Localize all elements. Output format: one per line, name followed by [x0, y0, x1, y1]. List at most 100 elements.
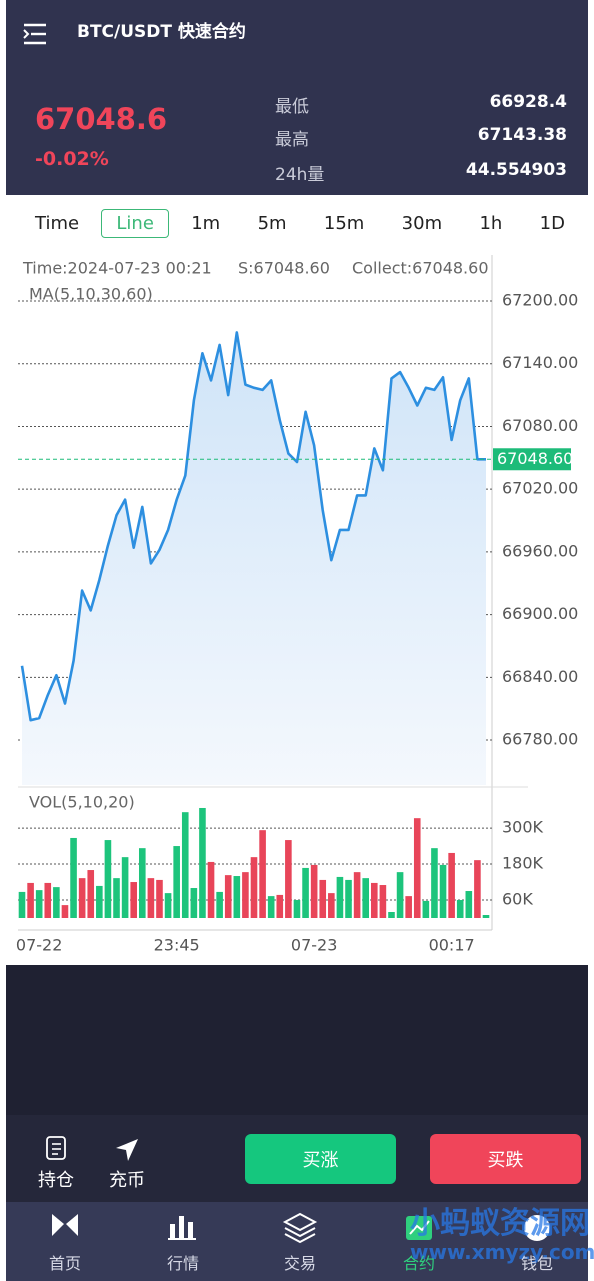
volume-bar	[53, 887, 60, 918]
menu-icon[interactable]	[22, 22, 48, 46]
volume-bar	[130, 882, 138, 918]
volume-bar	[319, 879, 327, 918]
volume-bar	[379, 885, 387, 918]
volume-bar	[465, 891, 473, 918]
stat-value: 67143.38	[477, 125, 567, 145]
volume-bar	[474, 860, 481, 918]
volume-bar	[482, 915, 490, 918]
volume-bar	[353, 872, 361, 918]
indicator-label: MA(5,10,30,60)	[29, 285, 153, 304]
spacer-panel	[6, 965, 588, 1115]
volume-bar	[362, 878, 370, 918]
volume-bar	[328, 893, 335, 918]
volume-bar	[456, 900, 464, 918]
volume-bar	[448, 852, 455, 918]
volume-bar	[233, 876, 241, 918]
volume-bar	[147, 878, 155, 918]
volume-bar	[259, 830, 266, 918]
y-tick-label: 66900.00	[502, 604, 578, 623]
y-tick-label: 67020.00	[502, 479, 578, 498]
price-change: -0.02%	[35, 148, 109, 170]
volume-bar	[370, 882, 378, 918]
deposit-icon[interactable]	[114, 1137, 140, 1163]
stat-label: 24h量	[275, 165, 325, 185]
y-tick-label: 67140.00	[502, 353, 578, 372]
x-tick-label: 07-22	[16, 936, 63, 955]
volume-bar	[70, 837, 77, 918]
interval-tab[interactable]: 1h	[479, 212, 503, 234]
volume-bar	[293, 900, 301, 918]
volume-bar	[121, 857, 129, 918]
last-price-box	[493, 448, 571, 471]
x-tick-label: 00:17	[429, 936, 475, 955]
volume-bar	[104, 840, 112, 918]
nav-item[interactable]: 首页	[48, 1254, 81, 1273]
watermark-url: www.xmyzy.com	[410, 1240, 594, 1264]
y-tick-label: 66780.00	[502, 730, 578, 749]
y-tick-label: 66840.00	[502, 667, 578, 686]
interval-tab[interactable]: 15m	[323, 212, 365, 234]
price-line	[20, 331, 486, 722]
volume-bar	[405, 896, 412, 918]
chart-info: Collect:67048.60	[352, 259, 489, 278]
price-area	[22, 332, 486, 785]
volume-bar	[173, 846, 180, 918]
volume-bar	[44, 882, 52, 918]
interval-tab[interactable]: 1D	[539, 212, 565, 234]
interval-tab[interactable]: 30m	[401, 212, 443, 234]
volume-bar	[190, 888, 198, 918]
volume-bar	[35, 890, 43, 918]
watermark-title: 小蚂蚁资源网	[410, 1206, 590, 1241]
volume-bar	[345, 879, 352, 918]
volume-bar	[27, 882, 34, 918]
x-tick-label: 07-23	[291, 936, 338, 955]
volume-bar	[61, 905, 69, 918]
volume-bar	[439, 864, 447, 918]
volume-bar	[242, 872, 249, 918]
interval-tab[interactable]: 5m	[257, 212, 287, 234]
sell-button[interactable]: 买跌	[430, 1134, 581, 1184]
volume-bar	[96, 885, 103, 918]
volume-bar	[199, 807, 206, 918]
last-price: 67048.6	[35, 102, 168, 136]
volume-bar	[181, 812, 189, 918]
volume-bar	[285, 840, 292, 918]
nav-item[interactable]: 交易	[283, 1254, 316, 1273]
position-link[interactable]: 持仓	[38, 1170, 74, 1191]
volume-bar	[138, 848, 146, 918]
y-tick-label: 67200.00	[502, 290, 578, 309]
stat-value: 66928.4	[489, 92, 567, 112]
x-tick-label: 23:45	[154, 936, 200, 955]
interval-tab[interactable]: Line	[101, 208, 169, 238]
chart-info: Time:2024-07-23 00:21	[22, 259, 212, 278]
volume-bar	[431, 848, 438, 918]
volume-bar	[164, 893, 172, 918]
y-tick-label: 60K	[502, 890, 533, 909]
volume-bar	[216, 891, 223, 918]
stat-label: 最低	[275, 97, 309, 117]
volume-bar	[302, 867, 309, 918]
volume-bar	[310, 864, 318, 918]
volume-bar	[388, 912, 395, 918]
volume-bar	[396, 872, 404, 918]
volume-bar	[250, 857, 258, 918]
position-icon[interactable]	[44, 1135, 68, 1161]
interval-tab[interactable]: 1m	[191, 212, 221, 234]
volume-bar	[87, 870, 95, 918]
y-tick-label: 300K	[502, 818, 544, 837]
interval-tab[interactable]: Time	[35, 212, 80, 234]
deposit-link[interactable]: 充币	[109, 1170, 145, 1191]
buy-button[interactable]: 买涨	[245, 1134, 396, 1184]
volume-bar	[336, 876, 344, 918]
page-title: BTC/USDT 快速合约	[77, 22, 246, 42]
nav-item[interactable]: 行情	[166, 1254, 199, 1273]
y-tick-label: 67080.00	[502, 416, 578, 435]
volume-bar	[78, 878, 86, 918]
nav-item[interactable]: 合约	[402, 1254, 435, 1273]
volume-bar	[413, 818, 421, 918]
nav-item[interactable]: 钱包	[520, 1254, 553, 1273]
header-panel	[6, 0, 588, 195]
volume-bar	[276, 894, 284, 918]
